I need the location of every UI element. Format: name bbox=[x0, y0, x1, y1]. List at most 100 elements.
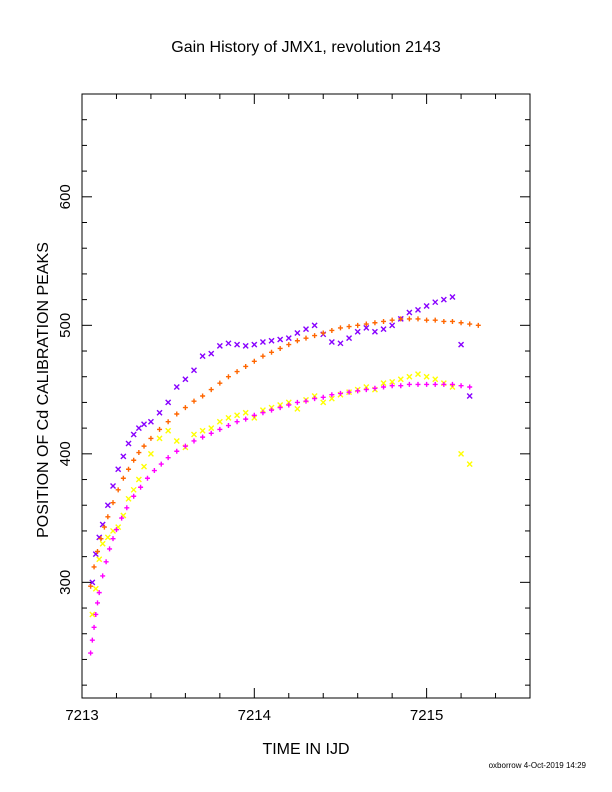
data-point bbox=[91, 624, 97, 630]
data-point bbox=[95, 548, 101, 554]
data-point bbox=[135, 425, 142, 432]
data-point bbox=[242, 409, 249, 416]
y-tick-label: 500 bbox=[57, 313, 74, 338]
data-point bbox=[346, 324, 352, 330]
data-point bbox=[131, 493, 137, 499]
y-tick-label: 300 bbox=[57, 570, 74, 595]
data-point bbox=[208, 425, 215, 432]
data-point bbox=[372, 320, 378, 326]
data-point bbox=[115, 487, 121, 493]
data-point bbox=[151, 468, 157, 474]
data-point bbox=[449, 294, 456, 301]
axis-ticks bbox=[81, 93, 531, 698]
data-point bbox=[269, 349, 275, 355]
data-point bbox=[182, 443, 188, 449]
data-point bbox=[285, 399, 292, 406]
data-point bbox=[269, 407, 275, 413]
data-point bbox=[406, 381, 412, 387]
data-point bbox=[174, 448, 180, 454]
data-point bbox=[251, 412, 257, 418]
data-point bbox=[415, 371, 421, 378]
data-point bbox=[88, 583, 94, 589]
data-point bbox=[92, 585, 99, 592]
data-point bbox=[91, 564, 97, 570]
data-point bbox=[130, 431, 137, 438]
data-point bbox=[303, 335, 309, 341]
data-point bbox=[260, 353, 266, 359]
data-point bbox=[100, 573, 106, 579]
data-point bbox=[165, 399, 172, 406]
data-point bbox=[337, 325, 343, 331]
data-point bbox=[208, 350, 215, 357]
data-point bbox=[158, 461, 164, 467]
data-point bbox=[234, 419, 240, 425]
data-point bbox=[101, 524, 107, 530]
data-point bbox=[458, 341, 465, 348]
data-point bbox=[286, 402, 292, 408]
data-point bbox=[389, 317, 395, 323]
series-0 bbox=[89, 294, 473, 586]
data-point bbox=[389, 383, 395, 389]
data-point bbox=[98, 536, 104, 542]
y-tick-label: 600 bbox=[57, 184, 74, 209]
data-point bbox=[107, 546, 113, 552]
data-point bbox=[130, 486, 137, 493]
data-point bbox=[105, 514, 111, 520]
data-point bbox=[389, 378, 396, 385]
data-point bbox=[320, 399, 327, 406]
series-1 bbox=[88, 316, 481, 589]
data-point bbox=[355, 322, 361, 328]
data-point bbox=[371, 328, 378, 335]
data-point bbox=[320, 330, 326, 336]
data-point bbox=[337, 340, 344, 347]
data-point bbox=[432, 317, 438, 323]
data-point bbox=[294, 399, 300, 405]
data-point bbox=[329, 327, 335, 333]
data-point bbox=[329, 392, 335, 398]
data-point bbox=[157, 426, 163, 432]
data-point bbox=[398, 316, 404, 322]
data-point bbox=[141, 443, 147, 449]
data-point bbox=[303, 326, 309, 333]
data-point bbox=[406, 316, 412, 322]
data-point bbox=[441, 381, 447, 387]
data-point bbox=[125, 440, 132, 447]
x-tick-label: 7213 bbox=[65, 707, 98, 724]
data-point bbox=[126, 466, 132, 472]
data-point bbox=[432, 376, 439, 383]
data-point bbox=[467, 384, 473, 390]
data-point bbox=[466, 461, 473, 468]
data-point bbox=[432, 299, 439, 306]
data-point bbox=[320, 394, 326, 400]
data-point bbox=[113, 527, 119, 533]
data-point bbox=[415, 316, 421, 322]
data-point bbox=[406, 373, 413, 380]
data-point bbox=[423, 373, 430, 380]
x-tick-label: 7215 bbox=[410, 707, 443, 724]
data-point bbox=[363, 324, 370, 331]
data-point bbox=[104, 502, 111, 509]
data-point bbox=[191, 438, 197, 444]
data-point bbox=[234, 412, 241, 419]
y-tick-label: 400 bbox=[57, 441, 74, 466]
data-point bbox=[115, 466, 122, 473]
data-point bbox=[424, 317, 430, 323]
data-point bbox=[93, 611, 99, 617]
data-point bbox=[99, 540, 106, 547]
data-point bbox=[467, 321, 473, 327]
data-point bbox=[251, 414, 258, 421]
data-point bbox=[88, 650, 94, 656]
data-point bbox=[449, 318, 455, 324]
data-point bbox=[363, 321, 369, 327]
data-point bbox=[173, 384, 180, 390]
data-point bbox=[440, 296, 447, 303]
data-point bbox=[191, 367, 197, 374]
data-point bbox=[191, 398, 197, 404]
footer-stamp: oxborrow 4-Oct-2019 14:29 bbox=[489, 761, 587, 770]
data-point bbox=[294, 338, 300, 344]
data-point bbox=[277, 405, 283, 411]
data-point bbox=[208, 387, 214, 393]
data-point bbox=[363, 384, 370, 390]
data-point bbox=[285, 335, 292, 342]
data-point bbox=[182, 405, 188, 411]
